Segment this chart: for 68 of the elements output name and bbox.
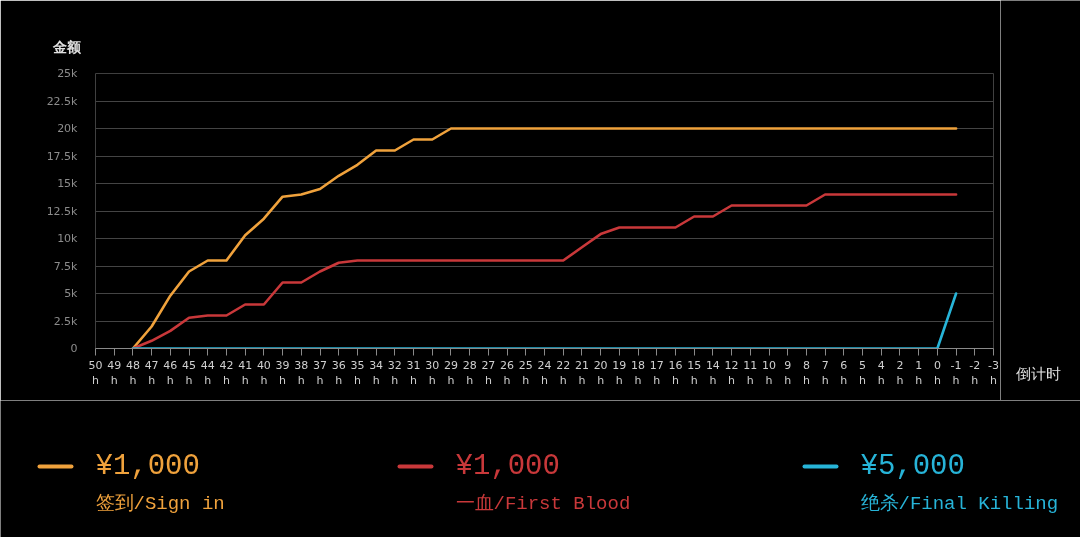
x-tick-label: 46 h bbox=[163, 358, 178, 388]
x-tick-label: 7 h bbox=[821, 358, 829, 388]
y-tick-label: 22.5k bbox=[46, 94, 79, 108]
x-tick-label: 44 h bbox=[200, 358, 215, 388]
x-tick-label: 32 h bbox=[387, 358, 402, 388]
y-axis-title: 金额 bbox=[51, 38, 82, 55]
x-tick-label: 21 h bbox=[574, 358, 589, 388]
x-tick-label: -3 h bbox=[988, 358, 999, 388]
x-tick-label: 20 h bbox=[593, 358, 608, 388]
text: 绝杀/Final Killing bbox=[860, 492, 1059, 515]
y-tick-label: 7.5k bbox=[53, 259, 79, 273]
text: 一血/First Blood bbox=[455, 492, 631, 515]
x-tick-label: 41 h bbox=[238, 358, 253, 388]
y-tick-label: 25k bbox=[57, 67, 79, 80]
x-tick-label: 16 h bbox=[668, 358, 683, 388]
x-tick-label: 1 h bbox=[915, 358, 923, 388]
x-tick-label: 48 h bbox=[125, 358, 140, 388]
y-tick-label: 10k bbox=[57, 232, 79, 245]
x-tick-label: 14 h bbox=[705, 358, 720, 388]
x-tick-label: 9 h bbox=[784, 358, 792, 388]
text: 签到/Sign in bbox=[95, 492, 225, 515]
y-tick-label: 0 bbox=[70, 342, 78, 355]
x-tick-label: 8 h bbox=[802, 358, 810, 388]
x-tick-label: 28 h bbox=[462, 358, 477, 388]
x-tick-label: 10 h bbox=[762, 358, 776, 388]
x-tick-label: 36 h bbox=[331, 358, 346, 388]
x-tick-label: 6 h bbox=[840, 358, 848, 388]
x-tick-label: 37 h bbox=[313, 358, 327, 388]
x-tick-label: 47 h bbox=[144, 358, 159, 388]
x-tick-label: 26 h bbox=[500, 358, 515, 388]
x-tick-label: 40 h bbox=[256, 358, 271, 388]
text: ¥5,000 bbox=[860, 450, 965, 483]
x-tick-label: 45 h bbox=[182, 358, 197, 388]
y-tick-label: 15k bbox=[57, 177, 79, 190]
x-tick-label: 49 h bbox=[107, 358, 122, 388]
text: ¥1,000 bbox=[455, 450, 560, 483]
x-tick-label: 50 h bbox=[88, 358, 103, 388]
y-tick-label: 2.5k bbox=[53, 314, 79, 328]
x-tick-label: 12 h bbox=[724, 358, 739, 388]
x-tick-label: 15 h bbox=[687, 358, 702, 388]
x-tick-label: 2 h bbox=[896, 358, 904, 388]
x-tick-label: 5 h bbox=[859, 358, 867, 388]
x-tick-label: 22 h bbox=[556, 358, 571, 388]
y-tick-label: 12.5k bbox=[46, 204, 79, 218]
x-tick-label: 24 h bbox=[537, 358, 552, 388]
x-tick-label: 35 h bbox=[350, 358, 365, 388]
y-tick-label: 5k bbox=[64, 287, 79, 300]
x-tick-label: -1 h bbox=[950, 358, 962, 388]
x-tick-label: 4 h bbox=[877, 358, 885, 388]
x-tick-label: 42 h bbox=[219, 358, 234, 388]
x-tick-label: 17 h bbox=[649, 358, 664, 388]
x-tick-label: 34 h bbox=[369, 358, 384, 388]
x-axis-title: 倒计时 bbox=[1015, 364, 1061, 383]
x-tick-label: 29 h bbox=[443, 358, 458, 388]
x-tick-label: 38 h bbox=[294, 358, 309, 388]
x-tick-label: 18 h bbox=[631, 358, 646, 388]
x-tick-label: 19 h bbox=[612, 358, 627, 388]
x-tick-label: 0 h bbox=[933, 358, 941, 388]
x-tick-label: 30 h bbox=[425, 358, 440, 388]
y-tick-label: 20k bbox=[57, 122, 79, 135]
x-tick-label: 11 h bbox=[743, 358, 758, 388]
text: ¥1,000 bbox=[95, 450, 200, 483]
x-tick-label: 39 h bbox=[275, 358, 290, 388]
y-tick-label: 17.5k bbox=[46, 149, 79, 163]
x-tick-label: -2 h bbox=[969, 358, 981, 388]
x-tick-label: 25 h bbox=[518, 358, 533, 388]
x-tick-label: 27 h bbox=[481, 358, 496, 388]
x-tick-label: 31 h bbox=[406, 358, 421, 388]
